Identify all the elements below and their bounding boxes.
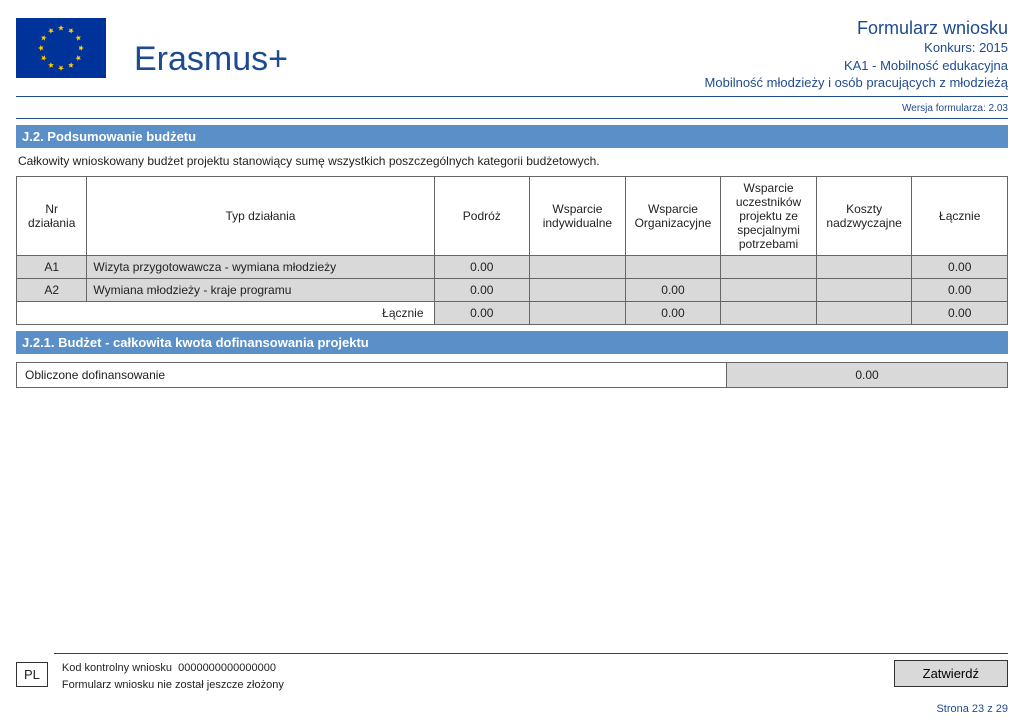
cell-total-special [721,301,817,324]
footer-texts: Kod kontrolny wniosku 0000000000000000 F… [62,660,284,693]
th-nr: Nr działania [17,176,87,255]
cell-travel: 0.00 [434,255,530,278]
table-header-row: Nr działania Typ działania Podróż Wsparc… [17,176,1008,255]
cell-total-individual [530,301,626,324]
table-row: A2 Wymiana młodzieży - kraje programu 0.… [17,278,1008,301]
cell-special [721,255,817,278]
cell-total-extra [816,301,912,324]
header-line-action: KA1 - Mobilność edukacyjna [705,57,1008,75]
th-type: Typ działania [87,176,434,255]
table-row: A1 Wizyta przygotowawcza - wymiana młodz… [17,255,1008,278]
form-status: Formularz wniosku nie został jeszcze zło… [62,677,284,694]
page-header: Erasmus+ Formularz wniosku Konkurs: 2015… [16,18,1008,97]
cell-total-org: 0.00 [625,301,721,324]
th-org: Wsparcie Organizacyjne [625,176,721,255]
page-footer: PL Kod kontrolny wniosku 000000000000000… [16,653,1008,715]
header-line-subaction: Mobilność młodzieży i osób pracujących z… [705,74,1008,92]
calculated-grant-table: Obliczone dofinansowanie 0.00 [16,362,1008,388]
cell-nr: A2 [17,278,87,301]
calc-value: 0.00 [727,362,1008,387]
table-totals-row: Łącznie 0.00 0.00 0.00 [17,301,1008,324]
cell-org [625,255,721,278]
th-travel: Podróż [434,176,530,255]
control-code-line: Kod kontrolny wniosku 0000000000000000 [62,660,284,677]
cell-totals-label: Łącznie [17,301,435,324]
page-number: Strona 23 z 29 [16,703,1008,715]
cell-total-travel: 0.00 [434,301,530,324]
logo-text: Erasmus+ [134,40,288,79]
form-title: Formularz wniosku [705,18,1008,39]
eu-flag-icon [16,18,106,78]
cell-travel: 0.00 [434,278,530,301]
th-individual: Wsparcie indywidualne [530,176,626,255]
cell-extra [816,278,912,301]
language-indicator: PL [16,662,48,687]
footer-rule [54,653,1008,654]
th-total: Łącznie [912,176,1008,255]
cell-total: 0.00 [912,255,1008,278]
cell-total: 0.00 [912,278,1008,301]
th-special: Wsparcie uczestników projektu ze specjal… [721,176,817,255]
cell-type: Wizyta przygotowawcza - wymiana młodzież… [87,255,434,278]
cell-special [721,278,817,301]
cell-individual [530,255,626,278]
cell-type: Wymiana młodzieży - kraje programu [87,278,434,301]
section-description: Całkowity wnioskowany budżet projektu st… [16,148,1008,176]
cell-total-total: 0.00 [912,301,1008,324]
th-extra: Koszty nadzwyczajne [816,176,912,255]
section-bar-budget-summary: J.2. Podsumowanie budżetu [16,125,1008,148]
header-meta: Formularz wniosku Konkurs: 2015 KA1 - Mo… [705,18,1008,92]
form-version: Wersja formularza: 2.03 [16,103,1008,119]
cell-individual [530,278,626,301]
section-bar-total-grant: J.2.1. Budżet - całkowita kwota dofinans… [16,331,1008,354]
cell-extra [816,255,912,278]
calc-label: Obliczone dofinansowanie [17,362,727,387]
cell-nr: A1 [17,255,87,278]
cell-org: 0.00 [625,278,721,301]
header-line-competition: Konkurs: 2015 [705,39,1008,57]
budget-table: Nr działania Typ działania Podróż Wsparc… [16,176,1008,325]
submit-button[interactable]: Zatwierdź [894,660,1008,687]
control-code-label: Kod kontrolny wniosku [62,662,172,674]
control-code-value: 0000000000000000 [178,662,276,674]
